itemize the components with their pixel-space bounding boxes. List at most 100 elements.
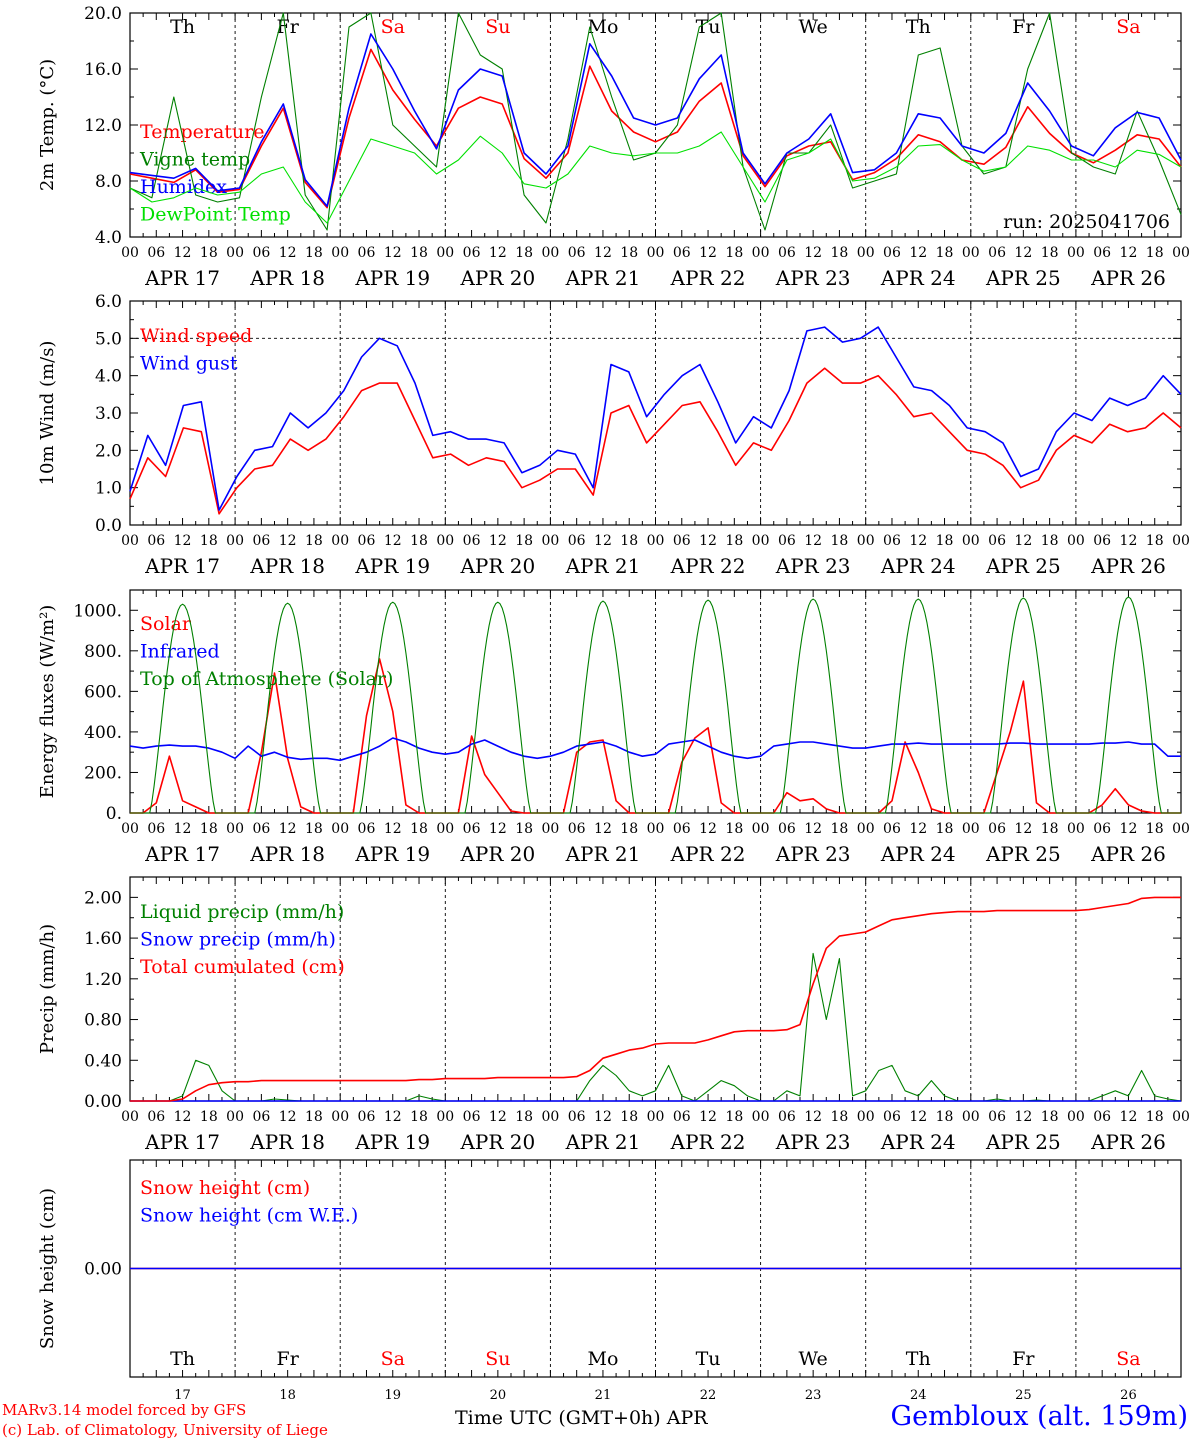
temp-date-label: APR 21: [565, 266, 641, 290]
wind-hour-label: 06: [1093, 533, 1111, 549]
temp-hour-label: 00: [541, 245, 559, 261]
precip-date-label: APR 24: [880, 1130, 956, 1154]
energy-hour-label: 06: [1093, 821, 1111, 837]
temp-date-label: APR 18: [249, 266, 325, 290]
wind-hour-label: 06: [988, 533, 1006, 549]
wind-hour-label: 18: [831, 533, 849, 549]
energy-hour-label: 06: [673, 821, 691, 837]
weekday-label: Sa: [1116, 1348, 1140, 1370]
weekday-label: Sa: [381, 1348, 405, 1370]
energy-y-tick-label: 0.: [106, 804, 122, 824]
temp-date-label: APR 25: [985, 266, 1061, 290]
temp-hour-label: 12: [174, 245, 192, 261]
precip-date-label: APR 26: [1090, 1130, 1166, 1154]
precip-hour-label: 00: [1067, 1109, 1085, 1125]
energy-series-infrared: [129, 737, 1181, 762]
temp-date-label: APR 26: [1090, 266, 1166, 290]
wind-y-tick-label: 1.0: [95, 479, 122, 499]
wind-hour-label: 06: [147, 533, 165, 549]
snow-y-axis-title: Snow height (cm): [37, 1188, 58, 1349]
day-number-label: 23: [805, 1388, 822, 1403]
precip-date-label: APR 22: [670, 1130, 746, 1154]
energy-legend-entry: Top of Atmosphere (Solar): [140, 668, 393, 690]
precip-hour-label: 06: [883, 1109, 901, 1125]
temp-hour-label: 18: [620, 245, 638, 261]
precip-date-label: APR 19: [354, 1130, 430, 1154]
temp-date-label: APR 24: [880, 266, 956, 290]
wind-hour-label: 18: [1041, 533, 1059, 549]
wind-legend-entry: Wind gust: [140, 353, 238, 375]
weekday-label: Sa: [381, 16, 405, 38]
temp-hour-label: 06: [147, 245, 165, 261]
precip-hour-label: 00: [752, 1109, 770, 1125]
day-number-label: 17: [174, 1388, 191, 1403]
energy-date-label: APR 20: [459, 842, 535, 866]
temp-legend-entry: Temperature: [140, 121, 264, 143]
wind-y-tick-label: 4.0: [95, 367, 122, 387]
precip-hour-label: 00: [857, 1109, 875, 1125]
energy-date-label: APR 17: [144, 842, 220, 866]
energy-hour-label: 00: [752, 821, 770, 837]
precip-date-label: APR 18: [249, 1130, 325, 1154]
temp-date-label: APR 17: [144, 266, 220, 290]
temp-hour-label: 12: [1120, 245, 1138, 261]
wind-y-tick-label: 0.0: [95, 516, 122, 536]
precip-hour-label: 00: [541, 1109, 559, 1125]
precip-hour-label: 00: [647, 1109, 665, 1125]
temp-hour-label: 06: [988, 245, 1006, 261]
precip-hour-label: 12: [804, 1109, 822, 1125]
precip-hour-label: 18: [1146, 1109, 1164, 1125]
temp-hour-label: 18: [1146, 245, 1164, 261]
energy-hour-label: 00: [857, 821, 875, 837]
weekday-label: Su: [485, 1348, 510, 1370]
x-axis-title: Time UTC (GMT+0h) APR: [455, 1407, 708, 1429]
precip-hour-label: 18: [1041, 1109, 1059, 1125]
precip-hour-label: 18: [725, 1109, 743, 1125]
energy-legend-entry: Infrared: [140, 641, 220, 663]
energy-hour-label: 00: [1067, 821, 1085, 837]
wind-hour-label: 18: [725, 533, 743, 549]
wind-hour-label: 00: [1067, 533, 1085, 549]
precip-hour-label: 06: [358, 1109, 376, 1125]
snow-panel: 0.00 Snow height (cm) Th 17 Fr 18 Sa 19 Su 20 Mo 21…: [37, 1159, 1182, 1403]
temp-date-label: APR 19: [354, 266, 430, 290]
energy-hour-label: 12: [804, 821, 822, 837]
wind-y-tick-label: 6.0: [95, 292, 122, 312]
day-number-label: 21: [595, 1388, 612, 1403]
energy-hour-label: 12: [1120, 821, 1138, 837]
temp-hour-label: 00: [226, 245, 244, 261]
precip-hour-label: 00: [331, 1109, 349, 1125]
temp-hour-label: 12: [279, 245, 297, 261]
temp-series-dewpoint-temp: [129, 131, 1182, 224]
energy-legend-entry: Solar: [140, 613, 192, 635]
energy-date-label: APR 24: [880, 842, 956, 866]
weekday-label: Fr: [1012, 1348, 1035, 1370]
energy-hour-label: 06: [883, 821, 901, 837]
energy-hour-label: 00: [436, 821, 454, 837]
temp-y-tick-label: 8.0: [95, 172, 122, 192]
precip-hour-label: 06: [1093, 1109, 1111, 1125]
energy-y-tick-label: 200.: [84, 763, 122, 783]
temp-hour-label: 12: [699, 245, 717, 261]
temp-hour-label: 06: [463, 245, 481, 261]
wind-hour-label: 18: [305, 533, 323, 549]
precip-hour-label: 00: [121, 1109, 139, 1125]
temp-legend-entry: Humidex: [140, 176, 227, 198]
energy-date-label: APR 18: [249, 842, 325, 866]
snow-legend-entry: Snow height (cm W.E.): [140, 1205, 358, 1227]
wind-date-label: APR 20: [459, 554, 535, 578]
energy-hour-label: 12: [1014, 821, 1032, 837]
wind-hour-label: 12: [594, 533, 612, 549]
temp-hour-label: 06: [1093, 245, 1111, 261]
temp-hour-label: 18: [831, 245, 849, 261]
energy-hour-label: 06: [988, 821, 1006, 837]
precip-hour-label: 00: [962, 1109, 980, 1125]
snow-y-tick-label: 0.00: [84, 1260, 122, 1280]
wind-hour-label: 12: [909, 533, 927, 549]
temp-hour-label: 18: [936, 245, 954, 261]
precip-y-tick-label: 1.60: [84, 929, 122, 949]
day-number-label: 18: [279, 1388, 296, 1403]
energy-hour-label: 12: [279, 821, 297, 837]
weekday-label: Mo: [587, 1348, 618, 1370]
